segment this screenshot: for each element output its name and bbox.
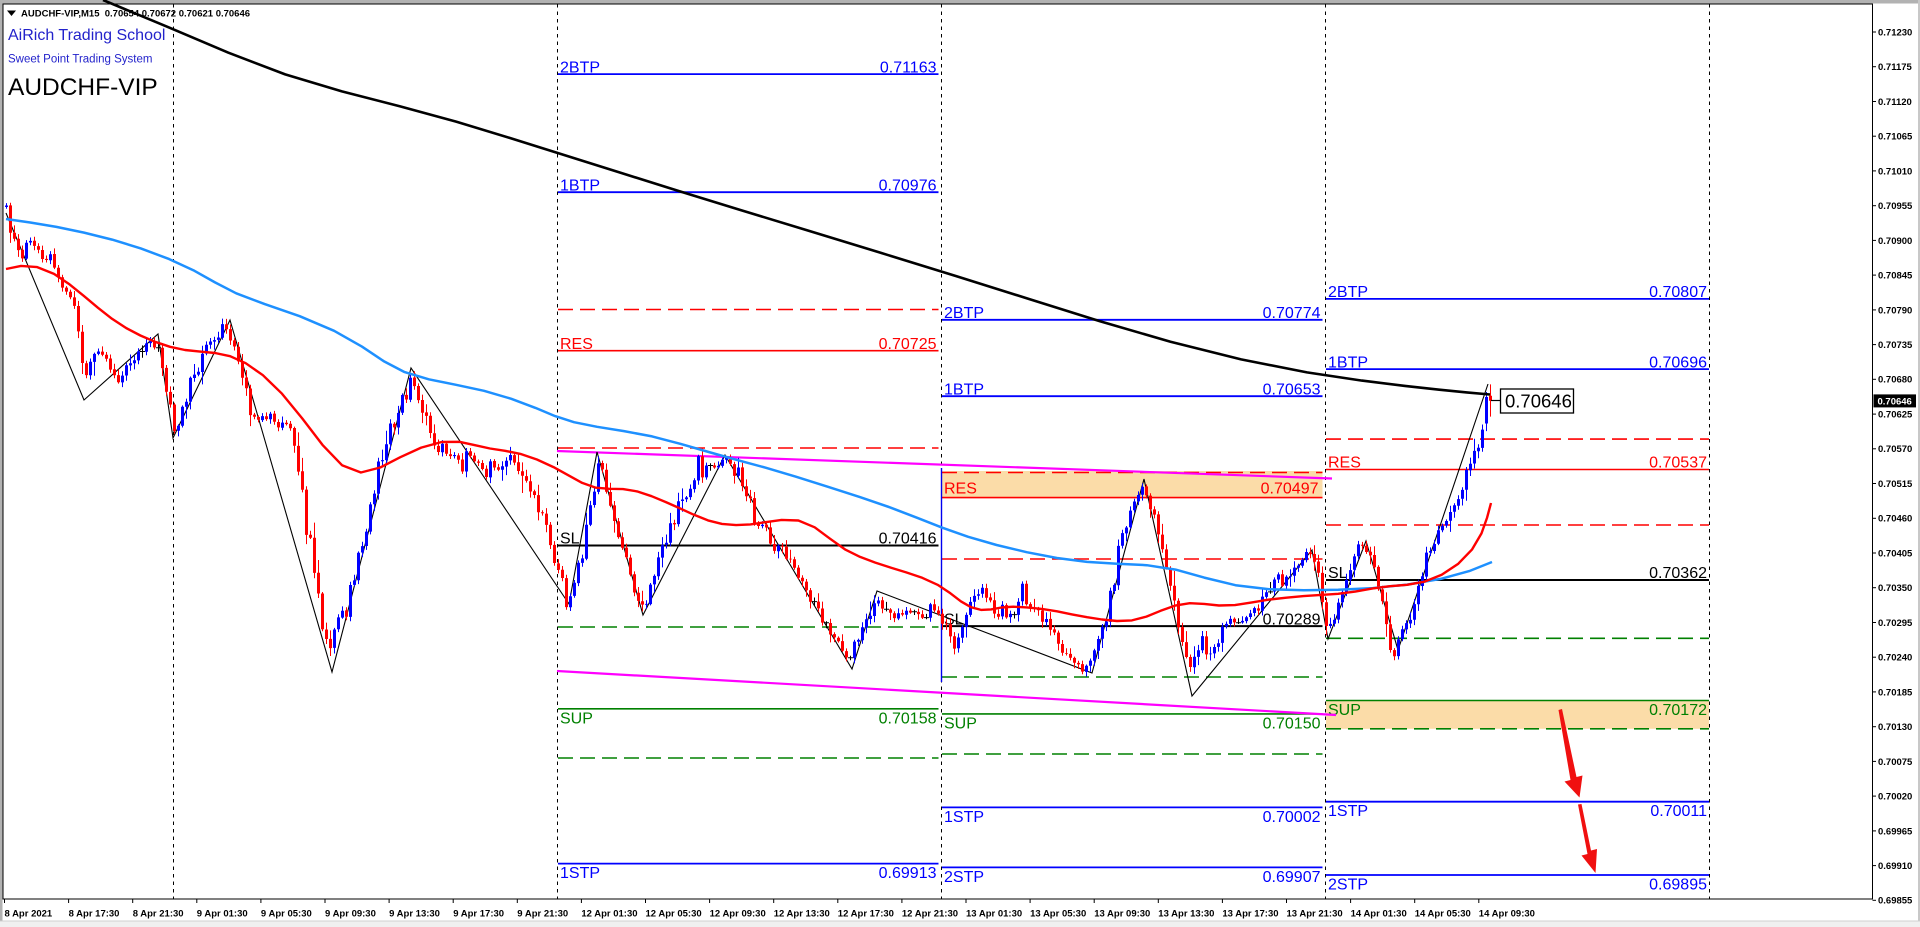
svg-text:SL: SL <box>560 531 580 548</box>
svg-text:2BTP: 2BTP <box>944 305 984 322</box>
svg-text:1STP: 1STP <box>1328 803 1368 820</box>
svg-text:13 Apr 05:30: 13 Apr 05:30 <box>1030 909 1086 920</box>
svg-text:9 Apr 13:30: 9 Apr 13:30 <box>389 909 440 920</box>
svg-text:0.70625: 0.70625 <box>1878 410 1913 421</box>
svg-text:9 Apr 05:30: 9 Apr 05:30 <box>261 909 312 920</box>
svg-text:2STP: 2STP <box>944 869 984 886</box>
svg-text:14 Apr 09:30: 14 Apr 09:30 <box>1479 909 1535 920</box>
svg-text:0.71230: 0.71230 <box>1878 27 1912 38</box>
svg-text:Sweet Point Trading System: Sweet Point Trading System <box>8 54 152 66</box>
svg-text:8 Apr 2021: 8 Apr 2021 <box>5 909 53 920</box>
svg-text:0.70735: 0.70735 <box>1878 340 1913 351</box>
svg-text:AUDCHF-VIP: AUDCHF-VIP <box>8 74 158 101</box>
svg-text:14 Apr 05:30: 14 Apr 05:30 <box>1415 909 1471 920</box>
svg-text:0.69907: 0.69907 <box>1263 869 1321 886</box>
svg-text:SUP: SUP <box>1328 702 1361 719</box>
svg-text:0.69910: 0.69910 <box>1878 861 1912 872</box>
svg-text:0.70497: 0.70497 <box>1261 481 1319 498</box>
svg-text:0.70976: 0.70976 <box>879 177 937 194</box>
svg-text:RES: RES <box>944 481 977 498</box>
svg-text:0.70696: 0.70696 <box>1649 354 1707 371</box>
svg-text:0.70185: 0.70185 <box>1878 687 1913 698</box>
svg-text:12 Apr 21:30: 12 Apr 21:30 <box>902 909 958 920</box>
svg-text:SUP: SUP <box>944 715 977 732</box>
svg-text:0.71175: 0.71175 <box>1878 62 1913 73</box>
svg-text:0.71010: 0.71010 <box>1878 166 1912 177</box>
svg-text:0.70002: 0.70002 <box>1263 809 1321 826</box>
svg-text:RES: RES <box>560 336 593 353</box>
svg-text:1BTP: 1BTP <box>560 177 600 194</box>
svg-text:0.70515: 0.70515 <box>1878 479 1913 490</box>
svg-text:0.70130: 0.70130 <box>1878 722 1912 733</box>
svg-text:0.70646: 0.70646 <box>1505 391 1572 412</box>
svg-text:0.70172: 0.70172 <box>1649 702 1707 719</box>
svg-text:12 Apr 09:30: 12 Apr 09:30 <box>710 909 766 920</box>
svg-text:0.70011: 0.70011 <box>1650 803 1707 820</box>
svg-text:0.70295: 0.70295 <box>1878 618 1913 629</box>
svg-text:0.70537: 0.70537 <box>1649 455 1707 472</box>
svg-text:0.69965: 0.69965 <box>1878 826 1913 837</box>
svg-text:12 Apr 13:30: 12 Apr 13:30 <box>774 909 830 920</box>
svg-text:0.70653: 0.70653 <box>1263 381 1321 398</box>
svg-text:1BTP: 1BTP <box>944 381 984 398</box>
svg-text:8 Apr 17:30: 8 Apr 17:30 <box>69 909 120 920</box>
svg-text:13 Apr 17:30: 13 Apr 17:30 <box>1222 909 1278 920</box>
svg-text:0.70646: 0.70646 <box>1878 397 1912 408</box>
svg-text:0.70158: 0.70158 <box>879 710 937 727</box>
svg-text:2STP: 2STP <box>1328 877 1368 894</box>
svg-text:0.69855: 0.69855 <box>1878 896 1913 907</box>
svg-text:0.70405: 0.70405 <box>1878 548 1913 559</box>
svg-text:13 Apr 21:30: 13 Apr 21:30 <box>1287 909 1343 920</box>
svg-text:RES: RES <box>1328 455 1361 472</box>
svg-text:13 Apr 09:30: 13 Apr 09:30 <box>1094 909 1150 920</box>
svg-text:0.71120: 0.71120 <box>1878 97 1912 108</box>
svg-text:9 Apr 09:30: 9 Apr 09:30 <box>325 909 376 920</box>
svg-text:SUP: SUP <box>560 710 593 727</box>
svg-text:12 Apr 17:30: 12 Apr 17:30 <box>838 909 894 920</box>
svg-text:0.70362: 0.70362 <box>1649 565 1707 582</box>
svg-text:AiRich Trading School: AiRich Trading School <box>8 27 165 44</box>
svg-text:2BTP: 2BTP <box>560 59 600 76</box>
svg-text:SL: SL <box>1328 565 1348 582</box>
svg-text:0.70774: 0.70774 <box>1263 305 1321 322</box>
svg-text:0.70790: 0.70790 <box>1878 305 1912 316</box>
svg-text:0.70845: 0.70845 <box>1878 271 1913 282</box>
svg-text:0.69913: 0.69913 <box>879 865 937 882</box>
svg-text:12 Apr 05:30: 12 Apr 05:30 <box>646 909 702 920</box>
svg-text:0.70680: 0.70680 <box>1878 375 1912 386</box>
svg-text:0.70725: 0.70725 <box>879 336 937 353</box>
svg-text:0.70900: 0.70900 <box>1878 236 1912 247</box>
svg-text:0.70150: 0.70150 <box>1263 715 1321 732</box>
svg-text:14 Apr 01:30: 14 Apr 01:30 <box>1351 909 1407 920</box>
svg-text:0.70240: 0.70240 <box>1878 653 1912 664</box>
svg-text:0.70807: 0.70807 <box>1649 284 1707 301</box>
svg-text:0.70020: 0.70020 <box>1878 792 1912 803</box>
svg-text:0.70289: 0.70289 <box>1263 611 1321 628</box>
svg-text:8 Apr 21:30: 8 Apr 21:30 <box>133 909 184 920</box>
svg-text:0.71163: 0.71163 <box>880 59 937 76</box>
svg-text:0.70416: 0.70416 <box>879 531 937 548</box>
svg-text:9 Apr 01:30: 9 Apr 01:30 <box>197 909 248 920</box>
svg-text:9 Apr 21:30: 9 Apr 21:30 <box>517 909 568 920</box>
svg-text:1STP: 1STP <box>560 865 600 882</box>
svg-text:0.70460: 0.70460 <box>1878 514 1912 525</box>
svg-text:AUDCHF-VIP,M15 0.70654 0.7067: AUDCHF-VIP,M15 0.70654 0.70672 0.70621 0… <box>21 9 250 20</box>
svg-text:0.71065: 0.71065 <box>1878 132 1913 143</box>
svg-text:13 Apr 01:30: 13 Apr 01:30 <box>966 909 1022 920</box>
svg-text:0.69895: 0.69895 <box>1649 877 1707 894</box>
svg-text:1STP: 1STP <box>944 809 984 826</box>
svg-text:0.70075: 0.70075 <box>1878 757 1913 768</box>
svg-text:0.70570: 0.70570 <box>1878 444 1912 455</box>
svg-text:9 Apr 17:30: 9 Apr 17:30 <box>453 909 504 920</box>
svg-text:13 Apr 13:30: 13 Apr 13:30 <box>1158 909 1214 920</box>
svg-text:1BTP: 1BTP <box>1328 354 1368 371</box>
svg-text:0.70955: 0.70955 <box>1878 201 1913 212</box>
svg-text:2BTP: 2BTP <box>1328 284 1368 301</box>
svg-text:0.70350: 0.70350 <box>1878 583 1912 594</box>
svg-text:12 Apr 01:30: 12 Apr 01:30 <box>581 909 637 920</box>
